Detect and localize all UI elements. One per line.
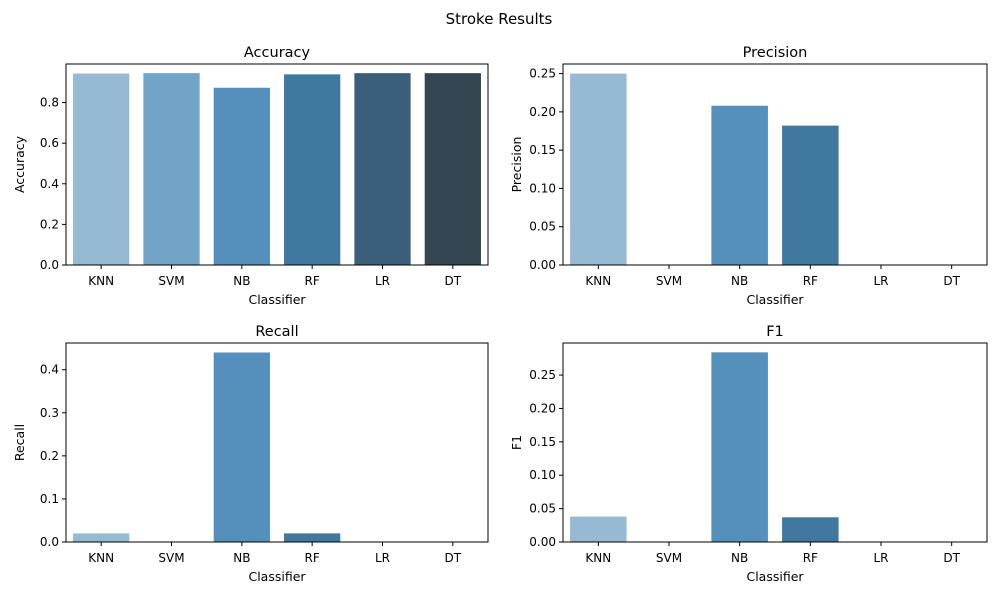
accuracy-ylabel: Accuracy: [12, 135, 27, 193]
f1-panel: 0.00 0.05 0.10 0.15 0.20 0.25 KNN SVM NB RF LR DT F1…: [509, 324, 988, 584]
f1-xtick-label-knn: KNN: [585, 551, 611, 565]
f1-xtick-label-rf: RF: [803, 551, 818, 565]
precision-bar-knn: [570, 73, 627, 265]
recall-ytick-label: 0.2: [40, 449, 59, 463]
precision-ytick-label: 0.05: [529, 220, 556, 234]
f1-bar-rf: [782, 517, 839, 542]
precision-ytick-label: 0.00: [529, 258, 556, 272]
precision-ytick-label: 0.10: [529, 181, 556, 195]
accuracy-xlabel: Classifier: [248, 292, 306, 307]
recall-xtick-label-svm: SVM: [158, 551, 184, 565]
f1-ytick-label: 0.25: [529, 368, 556, 382]
precision-xtick-label-dt: DT: [943, 274, 960, 288]
precision-axes-frame: [562, 63, 988, 266]
accuracy-bar-dt: [424, 73, 481, 265]
f1-axes-frame: [562, 342, 988, 543]
recall-bar-rf: [284, 533, 341, 542]
f1-ytick-label: 0.20: [529, 401, 556, 415]
recall-xtick-label-lr: LR: [375, 551, 390, 565]
precision-ytick-label: 0.20: [529, 105, 556, 119]
recall-bar-nb: [213, 352, 270, 542]
accuracy-xtick-label-rf: RF: [305, 274, 320, 288]
accuracy-panel: 0.0 0.2 0.4 0.6 0.8 KNN SVM NB RF LR DT Accuracy Cla…: [12, 45, 489, 307]
recall-ytick-label: 0.1: [40, 492, 59, 506]
f1-ytick-label: 0.15: [529, 435, 556, 449]
f1-bar-knn: [570, 516, 627, 542]
precision-ylabel: Precision: [509, 137, 524, 193]
precision-xtick-label-nb: NB: [731, 274, 748, 288]
f1-xtick-label-svm: SVM: [656, 551, 682, 565]
chart-panels: 0.0 0.2 0.4 0.6 0.8 KNN SVM NB RF LR DT Accuracy Cla…: [12, 45, 988, 584]
precision-panel: 0.00 0.05 0.10 0.15 0.20 0.25 KNN SVM NB RF LR DT Pr…: [509, 45, 988, 307]
f1-ytick-label: 0.00: [529, 535, 556, 549]
recall-ytick-label: 0.3: [40, 406, 59, 420]
recall-axes-frame: [65, 342, 489, 543]
precision-ytick-label: 0.25: [529, 67, 556, 81]
recall-xtick-label-knn: KNN: [88, 551, 114, 565]
accuracy-bar-rf: [284, 74, 341, 265]
accuracy-xtick-label-dt: DT: [445, 274, 462, 288]
f1-ytick-label: 0.05: [529, 502, 556, 516]
accuracy-xtick-label-knn: KNN: [88, 274, 114, 288]
accuracy-axes-frame: [65, 63, 489, 266]
accuracy-bar-nb: [213, 87, 270, 265]
accuracy-xtick-label-lr: LR: [375, 274, 390, 288]
precision-xtick-label-rf: RF: [803, 274, 818, 288]
recall-xtick-label-rf: RF: [305, 551, 320, 565]
precision-bar-rf: [782, 125, 839, 265]
f1-xtick-label-lr: LR: [873, 551, 888, 565]
recall-xtick-label-dt: DT: [445, 551, 462, 565]
recall-ytick-label: 0.4: [40, 363, 59, 377]
recall-ytick-label: 0.0: [40, 535, 59, 549]
accuracy-bar-knn: [73, 73, 130, 265]
accuracy-title: Accuracy: [244, 45, 311, 61]
accuracy-ytick-label: 0.0: [40, 258, 59, 272]
precision-bar-nb: [711, 105, 768, 265]
precision-xtick-label-lr: LR: [873, 274, 888, 288]
f1-ylabel: F1: [509, 435, 524, 450]
recall-panel: 0.0 0.1 0.2 0.3 0.4 KNN SVM NB RF LR DT Recall Class…: [12, 324, 489, 584]
recall-bar-knn: [73, 533, 130, 542]
accuracy-ytick-label: 0.4: [40, 177, 59, 191]
accuracy-ytick-label: 0.2: [40, 217, 59, 231]
precision-xtick-label-svm: SVM: [656, 274, 682, 288]
recall-title: Recall: [255, 324, 298, 340]
accuracy-bar-lr: [354, 73, 411, 265]
f1-title: F1: [766, 324, 784, 340]
f1-ytick-label: 0.10: [529, 468, 556, 482]
recall-xlabel: Classifier: [248, 569, 306, 584]
f1-xtick-label-dt: DT: [943, 551, 960, 565]
f1-xtick-label-nb: NB: [731, 551, 748, 565]
f1-xlabel: Classifier: [746, 569, 804, 584]
accuracy-ytick-label: 0.8: [40, 96, 59, 110]
accuracy-ytick-label: 0.6: [40, 136, 59, 150]
f1-bar-nb: [711, 352, 768, 542]
accuracy-xtick-label-svm: SVM: [158, 274, 184, 288]
recall-ylabel: Recall: [12, 424, 27, 461]
recall-xtick-label-nb: NB: [233, 551, 250, 565]
precision-ytick-label: 0.15: [529, 143, 556, 157]
figure-title: Stroke Results: [446, 10, 553, 28]
accuracy-xtick-label-nb: NB: [233, 274, 250, 288]
accuracy-bar-svm: [143, 73, 200, 265]
precision-title: Precision: [743, 45, 808, 61]
precision-xtick-label-knn: KNN: [585, 274, 611, 288]
precision-xlabel: Classifier: [746, 292, 804, 307]
